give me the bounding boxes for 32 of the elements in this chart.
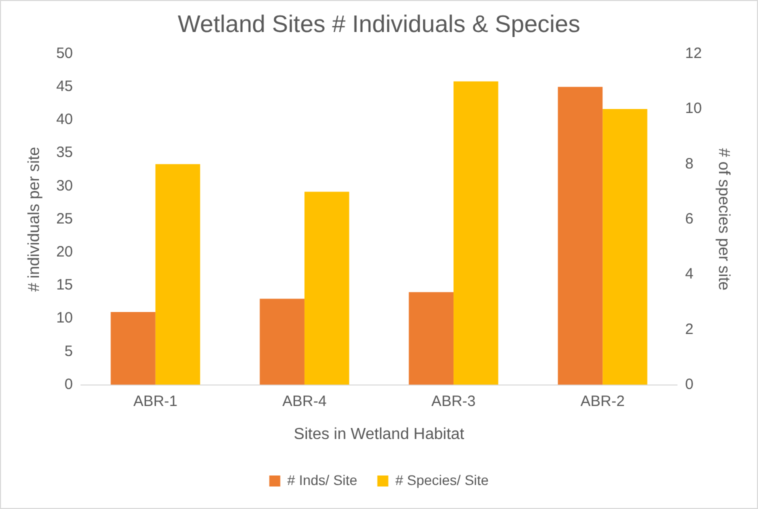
x-tick-label: ABR-2	[580, 392, 625, 410]
y2-tick-label: 2	[685, 320, 694, 338]
y2-tick-label: 8	[685, 155, 694, 172]
bar	[408, 292, 454, 385]
y2-tick-label: 12	[685, 44, 702, 62]
y-tick-label: 10	[56, 310, 73, 327]
x-tick-label: ABR-4	[282, 392, 327, 410]
y-tick-label: 35	[56, 144, 73, 162]
y-axis-title: # individuals per site	[26, 146, 44, 292]
y-tick-label: 5	[64, 342, 73, 360]
y2-tick-label: 6	[685, 210, 694, 228]
legend-label: # Inds/ Site	[287, 472, 358, 488]
y2-axis-title: # of species per site	[714, 148, 732, 291]
y2-tick-label: 0	[685, 376, 694, 393]
x-tick-label: ABR-3	[431, 392, 476, 410]
y-tick-label: 30	[56, 177, 73, 194]
y2-tick-label: 10	[685, 100, 702, 118]
legend-label: # Species/ Site	[395, 472, 489, 488]
y2-tick-label: 4	[685, 266, 694, 283]
y-tick-label: 15	[56, 276, 73, 294]
bar	[155, 164, 200, 385]
x-tick-label: ABR-1	[133, 392, 178, 410]
y-tick-label: 45	[56, 78, 73, 96]
chart-title: Wetland Sites # Individuals & Species	[178, 11, 580, 38]
y-tick-label: 20	[56, 244, 73, 261]
y-tick-label: 40	[56, 111, 73, 128]
y-tick-label: 25	[56, 210, 73, 228]
y-tick-label: 50	[56, 44, 73, 62]
x-axis-title: Sites in Wetland Habitat	[294, 426, 465, 443]
y-tick-label: 0	[64, 376, 73, 393]
bar	[454, 81, 498, 385]
bar	[304, 192, 350, 385]
